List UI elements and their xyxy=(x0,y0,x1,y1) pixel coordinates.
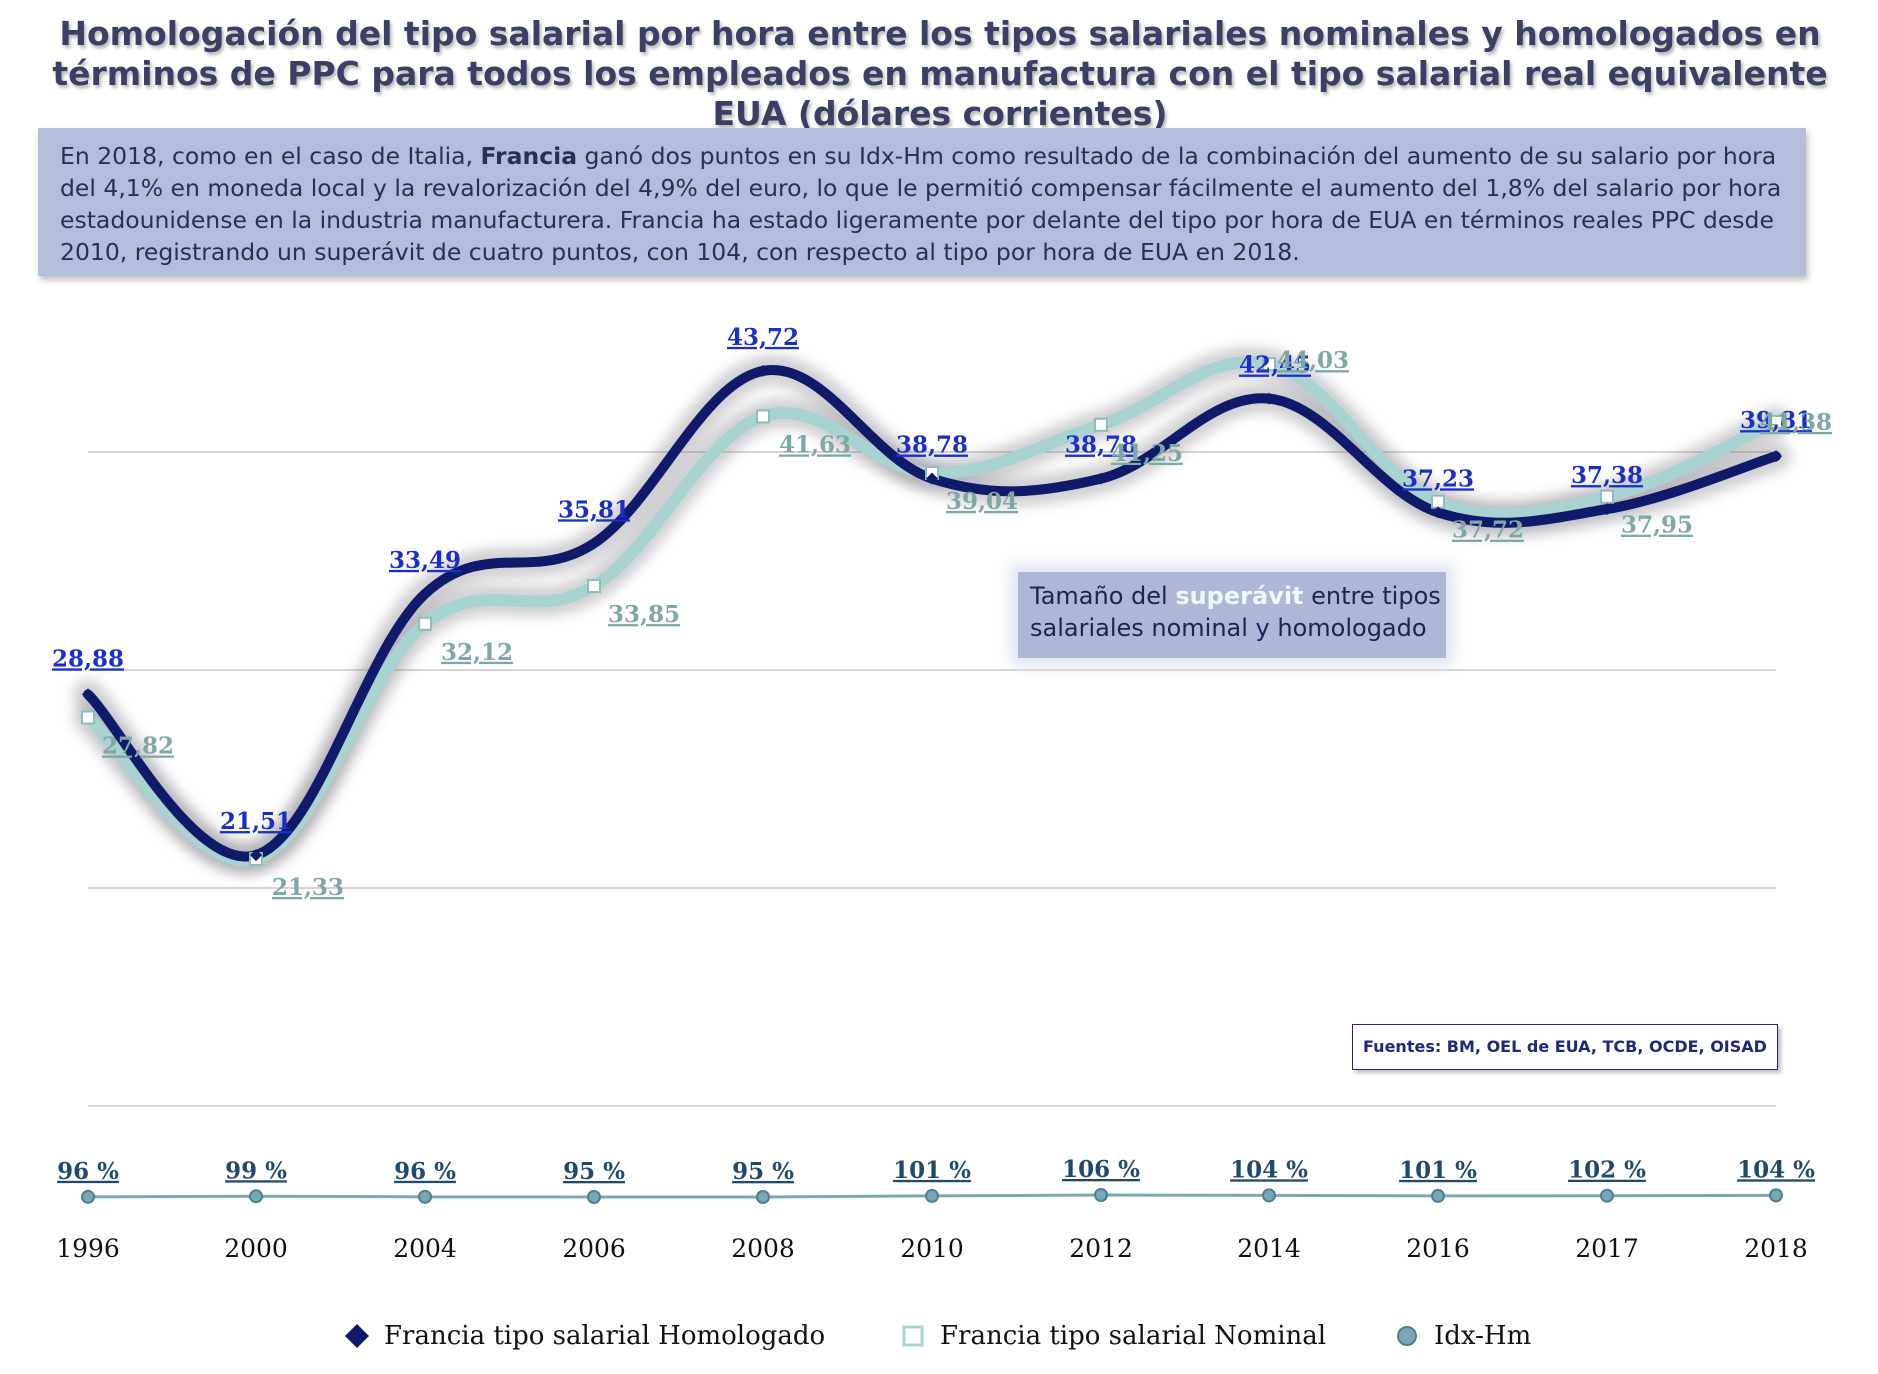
x-tick-label: 2016 xyxy=(1406,1234,1470,1263)
x-tick-label: 2004 xyxy=(393,1234,457,1263)
description-highlight: Francia xyxy=(480,142,578,170)
data-label-idx: 102 % xyxy=(1568,1157,1646,1184)
point-idx xyxy=(1431,1188,1445,1203)
point-nominal xyxy=(1262,357,1276,372)
point-idx xyxy=(418,1189,432,1204)
data-label-nominal: 39,04 xyxy=(946,488,1018,515)
data-label-nominal: 37,95 xyxy=(1621,512,1693,539)
point-homologado xyxy=(82,688,94,701)
chart-title: Homologación del tipo salarial por hora … xyxy=(52,14,1828,133)
point-homologado xyxy=(419,587,431,600)
point-nominal xyxy=(1769,414,1783,429)
legend-label-idx: Idx-Hm xyxy=(1434,1321,1532,1351)
data-label-homologado: 35,81 xyxy=(558,496,630,523)
data-label-nominal: 41,25 xyxy=(1111,440,1183,467)
series-line-nominal xyxy=(82,356,1782,867)
data-label-nominal: 37,72 xyxy=(1452,517,1524,544)
point-homologado xyxy=(757,364,769,377)
description-text-2: ganó dos puntos en su Idx-Hm como result… xyxy=(60,142,1782,266)
data-label-idx: 99 % xyxy=(225,1157,287,1184)
data-label-idx: 95 % xyxy=(563,1158,625,1185)
data-label-homologado: 39,81 xyxy=(1740,407,1812,434)
data-label-idx: 106 % xyxy=(1062,1156,1140,1183)
point-idx xyxy=(249,1189,263,1204)
x-tick-label: 2008 xyxy=(731,1234,795,1263)
point-homologado xyxy=(1095,472,1107,485)
point-idx xyxy=(1600,1188,1614,1203)
x-tick-label: 2018 xyxy=(1744,1234,1808,1263)
square-marker-icon xyxy=(902,1325,924,1347)
x-tick-label: 2012 xyxy=(1069,1234,1133,1263)
point-idx xyxy=(587,1190,601,1204)
data-label-idx: 104 % xyxy=(1737,1156,1815,1183)
data-label-nominal: 41,63 xyxy=(779,431,851,458)
data-label-nominal: 44,03 xyxy=(1277,347,1349,374)
point-nominal xyxy=(587,579,601,594)
data-label-idx: 104 % xyxy=(1230,1156,1308,1183)
data-label-idx: 101 % xyxy=(1399,1157,1477,1184)
x-tick-label: 1996 xyxy=(56,1234,120,1263)
series-line-homologado xyxy=(83,364,1781,862)
data-label-homologado: 37,38 xyxy=(1571,462,1643,489)
point-idx xyxy=(756,1190,770,1204)
data-label-homologado: 21,51 xyxy=(220,808,292,835)
data-label-nominal: 33,85 xyxy=(608,601,680,628)
circle-marker-icon xyxy=(1397,1326,1417,1346)
data-label-nominal: 41,38 xyxy=(1760,409,1832,436)
callout-text-2: entre tipos salariales nominal y homolog… xyxy=(1030,582,1441,642)
legend-item-nominal: Francia tipo salarial Nominal xyxy=(898,1318,1326,1354)
data-label-homologado: 28,88 xyxy=(52,645,124,672)
callout-accent: superávit xyxy=(1175,582,1304,610)
data-label-idx: 96 % xyxy=(57,1158,119,1185)
point-nominal xyxy=(1431,494,1445,509)
point-homologado xyxy=(1432,506,1444,519)
surplus-callout: Tamaño del superávit entre tipos salaria… xyxy=(1018,572,1446,658)
data-label-nominal: 21,33 xyxy=(272,874,344,901)
data-label-homologado: 43,72 xyxy=(727,324,799,351)
source-note: Fuentes: BM, OEL de EUA, TCB, OCDE, OISA… xyxy=(1352,1024,1778,1070)
data-label-idx: 96 % xyxy=(394,1158,456,1185)
point-nominal xyxy=(756,409,770,424)
point-nominal xyxy=(81,710,95,725)
point-homologado xyxy=(588,537,600,550)
legend-item-idx: Idx-Hm xyxy=(1392,1318,1531,1354)
legend-item-homologado: Francia tipo salarial Homologado xyxy=(342,1318,825,1354)
description-box: En 2018, como en el caso de Italia, Fran… xyxy=(38,128,1806,276)
data-label-homologado: 42,45 xyxy=(1239,352,1311,379)
point-nominal xyxy=(418,616,432,631)
data-label-nominal: 32,12 xyxy=(441,639,513,666)
data-label-homologado: 33,49 xyxy=(389,547,461,574)
x-tick-label: 2006 xyxy=(562,1234,626,1263)
x-tick-label: 2010 xyxy=(900,1234,964,1263)
point-homologado xyxy=(926,472,938,485)
point-homologado xyxy=(1601,503,1613,516)
legend-label-homologado: Francia tipo salarial Homologado xyxy=(384,1321,826,1351)
point-homologado xyxy=(1263,392,1275,405)
point-idx xyxy=(925,1188,939,1203)
description-text-1: En 2018, como en el caso de Italia, xyxy=(60,142,481,170)
data-label-homologado: 37,23 xyxy=(1402,465,1474,492)
point-nominal xyxy=(1094,417,1108,432)
x-tick-label: 2014 xyxy=(1237,1234,1301,1263)
point-nominal xyxy=(1600,489,1614,504)
data-label-idx: 101 % xyxy=(893,1157,971,1184)
diamond-marker-icon xyxy=(345,1324,369,1348)
x-tick-label: 2000 xyxy=(224,1234,288,1263)
x-tick-label: 2017 xyxy=(1575,1234,1639,1263)
point-idx xyxy=(1262,1188,1276,1203)
point-idx xyxy=(81,1189,95,1204)
data-label-idx: 95 % xyxy=(732,1158,794,1185)
point-homologado xyxy=(1770,450,1782,463)
callout-text-1: Tamaño del xyxy=(1030,582,1176,610)
data-label-nominal: 27,82 xyxy=(102,733,174,760)
point-idx xyxy=(1769,1188,1783,1203)
data-label-homologado: 38,78 xyxy=(896,432,968,459)
legend-label-nominal: Francia tipo salarial Nominal xyxy=(940,1321,1327,1351)
point-homologado xyxy=(250,849,262,862)
point-idx xyxy=(1094,1188,1108,1202)
data-label-homologado: 38,78 xyxy=(1065,432,1137,459)
